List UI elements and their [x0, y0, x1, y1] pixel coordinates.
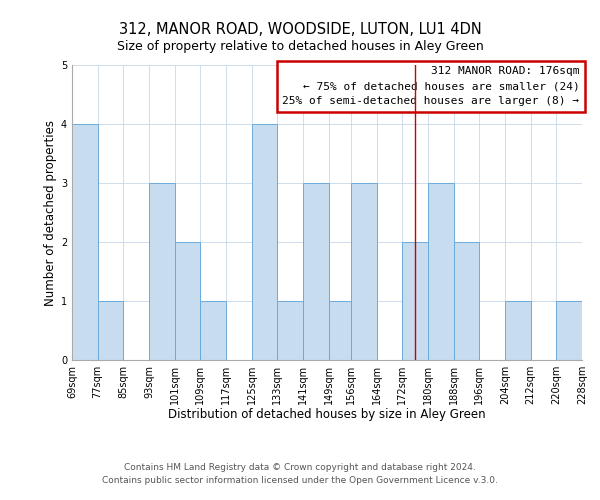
- Text: Contains HM Land Registry data © Crown copyright and database right 2024.: Contains HM Land Registry data © Crown c…: [124, 464, 476, 472]
- Y-axis label: Number of detached properties: Number of detached properties: [44, 120, 57, 306]
- Text: 312, MANOR ROAD, WOODSIDE, LUTON, LU1 4DN: 312, MANOR ROAD, WOODSIDE, LUTON, LU1 4D…: [119, 22, 481, 38]
- Text: Size of property relative to detached houses in Aley Green: Size of property relative to detached ho…: [116, 40, 484, 53]
- Bar: [251, 124, 277, 360]
- Bar: [556, 301, 582, 360]
- Bar: [175, 242, 200, 360]
- Text: 312 MANOR ROAD: 176sqm
← 75% of detached houses are smaller (24)
25% of semi-det: 312 MANOR ROAD: 176sqm ← 75% of detached…: [283, 66, 580, 106]
- Bar: [428, 183, 454, 360]
- Bar: [303, 183, 329, 360]
- Bar: [277, 301, 303, 360]
- Bar: [200, 301, 226, 360]
- Bar: [454, 242, 479, 360]
- X-axis label: Distribution of detached houses by size in Aley Green: Distribution of detached houses by size …: [168, 408, 486, 422]
- Bar: [98, 301, 124, 360]
- Bar: [351, 183, 377, 360]
- Bar: [149, 183, 175, 360]
- Bar: [329, 301, 351, 360]
- Text: Contains public sector information licensed under the Open Government Licence v.: Contains public sector information licen…: [102, 476, 498, 485]
- Bar: [505, 301, 530, 360]
- Bar: [403, 242, 428, 360]
- Bar: [72, 124, 98, 360]
